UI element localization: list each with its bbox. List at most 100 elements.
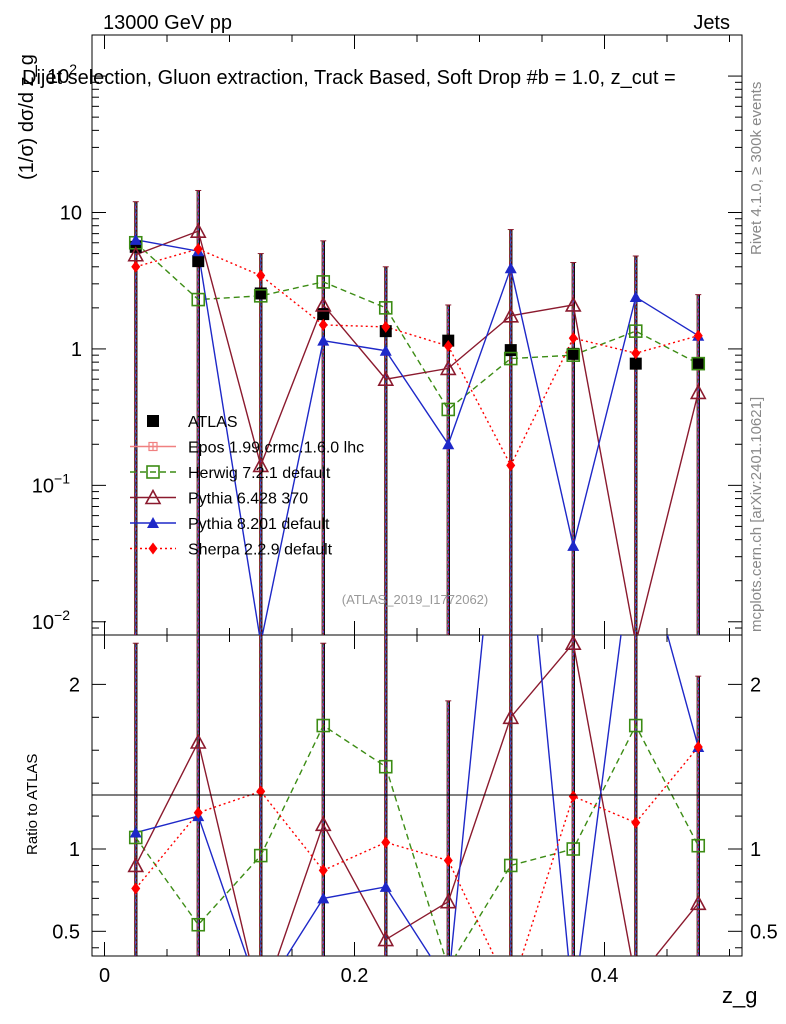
legend-marker — [147, 415, 159, 427]
legend: ATLAS Epos 1.99.crmc.1.6.0 lhc Herwig 7.2.… — [130, 414, 364, 559]
legend-label: Herwig 7.2.1 default — [188, 465, 331, 482]
main-series — [127, 222, 707, 635]
series-2-main-point — [253, 289, 268, 303]
series-4-main-point — [379, 344, 392, 356]
legend-label: Sherpa 2.2.9 default — [188, 542, 333, 559]
series-3-ratio-line — [135, 641, 699, 956]
series-3-main-point — [377, 370, 395, 386]
series-2-ratio-line — [135, 724, 699, 956]
main-tick-label: 1 — [71, 339, 82, 361]
plot-title: Dijet selection, Gluon extraction, Track… — [22, 67, 676, 89]
series-5-main-point — [318, 318, 328, 331]
series-2-main-point — [628, 324, 643, 338]
series-5-ratio-point — [631, 816, 641, 829]
header-left: 13000 GeV pp — [103, 12, 232, 34]
series-2-ratio-point — [378, 759, 393, 774]
series-2-ratio-point — [691, 838, 706, 853]
series-5-main-point — [693, 329, 703, 342]
analysis-label: (ATLAS_2019_I1772062) — [342, 592, 488, 607]
series-4-ratio-point — [255, 991, 267, 1002]
series-5-ratio-point — [131, 882, 141, 895]
series-2-ratio-point — [566, 842, 581, 856]
series-3-ratio-point — [377, 930, 395, 947]
series-4-ratio-line — [135, 635, 699, 956]
ratio-tick-label: 1 — [69, 839, 80, 861]
series-4-ratio-point — [317, 892, 330, 904]
legend-marker — [144, 488, 162, 505]
series-2-main-line — [135, 242, 699, 411]
series-5-main-point — [381, 320, 391, 333]
series-3-main-line — [135, 230, 699, 635]
series-5-main-point — [443, 340, 453, 353]
legend-marker — [148, 542, 158, 555]
series-3-ratio-point — [439, 892, 457, 909]
series-5-ratio-point — [693, 740, 703, 753]
series-5-main-point — [256, 269, 266, 282]
series-4-main-point — [317, 334, 330, 346]
ratio-tick-label: 2 — [69, 674, 80, 696]
series-3-ratio-point — [314, 815, 332, 832]
main-tick-label: 10 — [60, 202, 82, 224]
x-ticks: 0 0.2 0.4 — [99, 35, 730, 987]
series-5-main-line — [135, 248, 699, 467]
series-2-main-point — [316, 275, 331, 289]
series-3-main-point — [689, 383, 707, 400]
series-0-main-point — [629, 357, 642, 370]
series-3-ratio-point — [502, 708, 520, 725]
series-5-ratio-point — [318, 864, 328, 877]
series-2-ratio-point — [253, 848, 268, 863]
series-5-main-point — [568, 332, 578, 345]
x-tick-label: 0.4 — [591, 965, 619, 987]
series-2-ratio-point — [628, 718, 643, 733]
main-tick-label: 10−1 — [32, 470, 70, 497]
series-3-ratio-point — [564, 635, 582, 651]
legend-label: Pythia 6.428 370 — [188, 491, 308, 508]
series-5-ratio-point — [381, 836, 391, 849]
ratio-error-bars — [132, 635, 702, 956]
series-0-main-point — [192, 255, 205, 268]
ratio-y-axis-label: Ratio to ATLAS — [24, 754, 41, 855]
main-y-axis-label: (1/σ) dσ/d z_g — [16, 54, 38, 180]
legend-label: Pythia 8.201 default — [188, 516, 330, 533]
series-5-main-point — [506, 459, 516, 472]
series-3-main-point — [127, 246, 145, 262]
x-tick-label: 0 — [99, 965, 110, 987]
main-error-bars — [132, 189, 702, 635]
ratio-tick-label-right: 0.5 — [750, 921, 778, 943]
main-ticks: 102 10 1 10−1 10−2 — [32, 34, 742, 636]
series-4-main-point — [567, 539, 580, 551]
legend-marker — [148, 441, 158, 452]
legend-marker — [146, 465, 160, 479]
series-2-main-point — [691, 356, 706, 371]
series-4-main-point — [442, 438, 455, 450]
series-2-ratio-point — [442, 962, 454, 974]
ratio-series — [127, 635, 707, 1002]
legend-marker — [147, 517, 159, 528]
series-3-main-point — [564, 296, 582, 312]
series-3-main-point — [502, 307, 520, 323]
ratio-tick-label-right: 2 — [750, 674, 761, 696]
main-tick-label: 102 — [47, 61, 77, 88]
header-right: Jets — [693, 12, 730, 34]
series-5-ratio-point — [568, 790, 578, 803]
legend-label: Epos 1.99.crmc.1.6.0 lhc — [188, 440, 364, 457]
series-5-ratio-line — [135, 746, 699, 956]
series-3-main-point — [439, 359, 457, 376]
series-4-main-line — [135, 239, 699, 635]
series-4-ratio-point — [442, 978, 454, 989]
series-2-main-point — [566, 348, 581, 362]
series-5-ratio-point — [256, 785, 266, 798]
series-2-ratio-point — [191, 917, 206, 932]
ratio-tick-label: 0.5 — [52, 921, 80, 943]
series-2-main-point — [503, 351, 518, 366]
series-0-main-point — [692, 357, 705, 370]
series-3-main-point — [189, 222, 207, 238]
series-5-ratio-point — [443, 854, 453, 867]
x-tick-label: 0.2 — [341, 965, 369, 987]
series-3-ratio-point — [629, 974, 643, 987]
series-3-ratio-point — [127, 856, 145, 873]
rivet-label: Rivet 4.1.0, ≥ 300k events — [748, 82, 765, 255]
x-axis-label: z_g — [722, 983, 757, 1008]
series-5-main-point — [631, 347, 641, 360]
series-0-main-point — [567, 347, 580, 360]
